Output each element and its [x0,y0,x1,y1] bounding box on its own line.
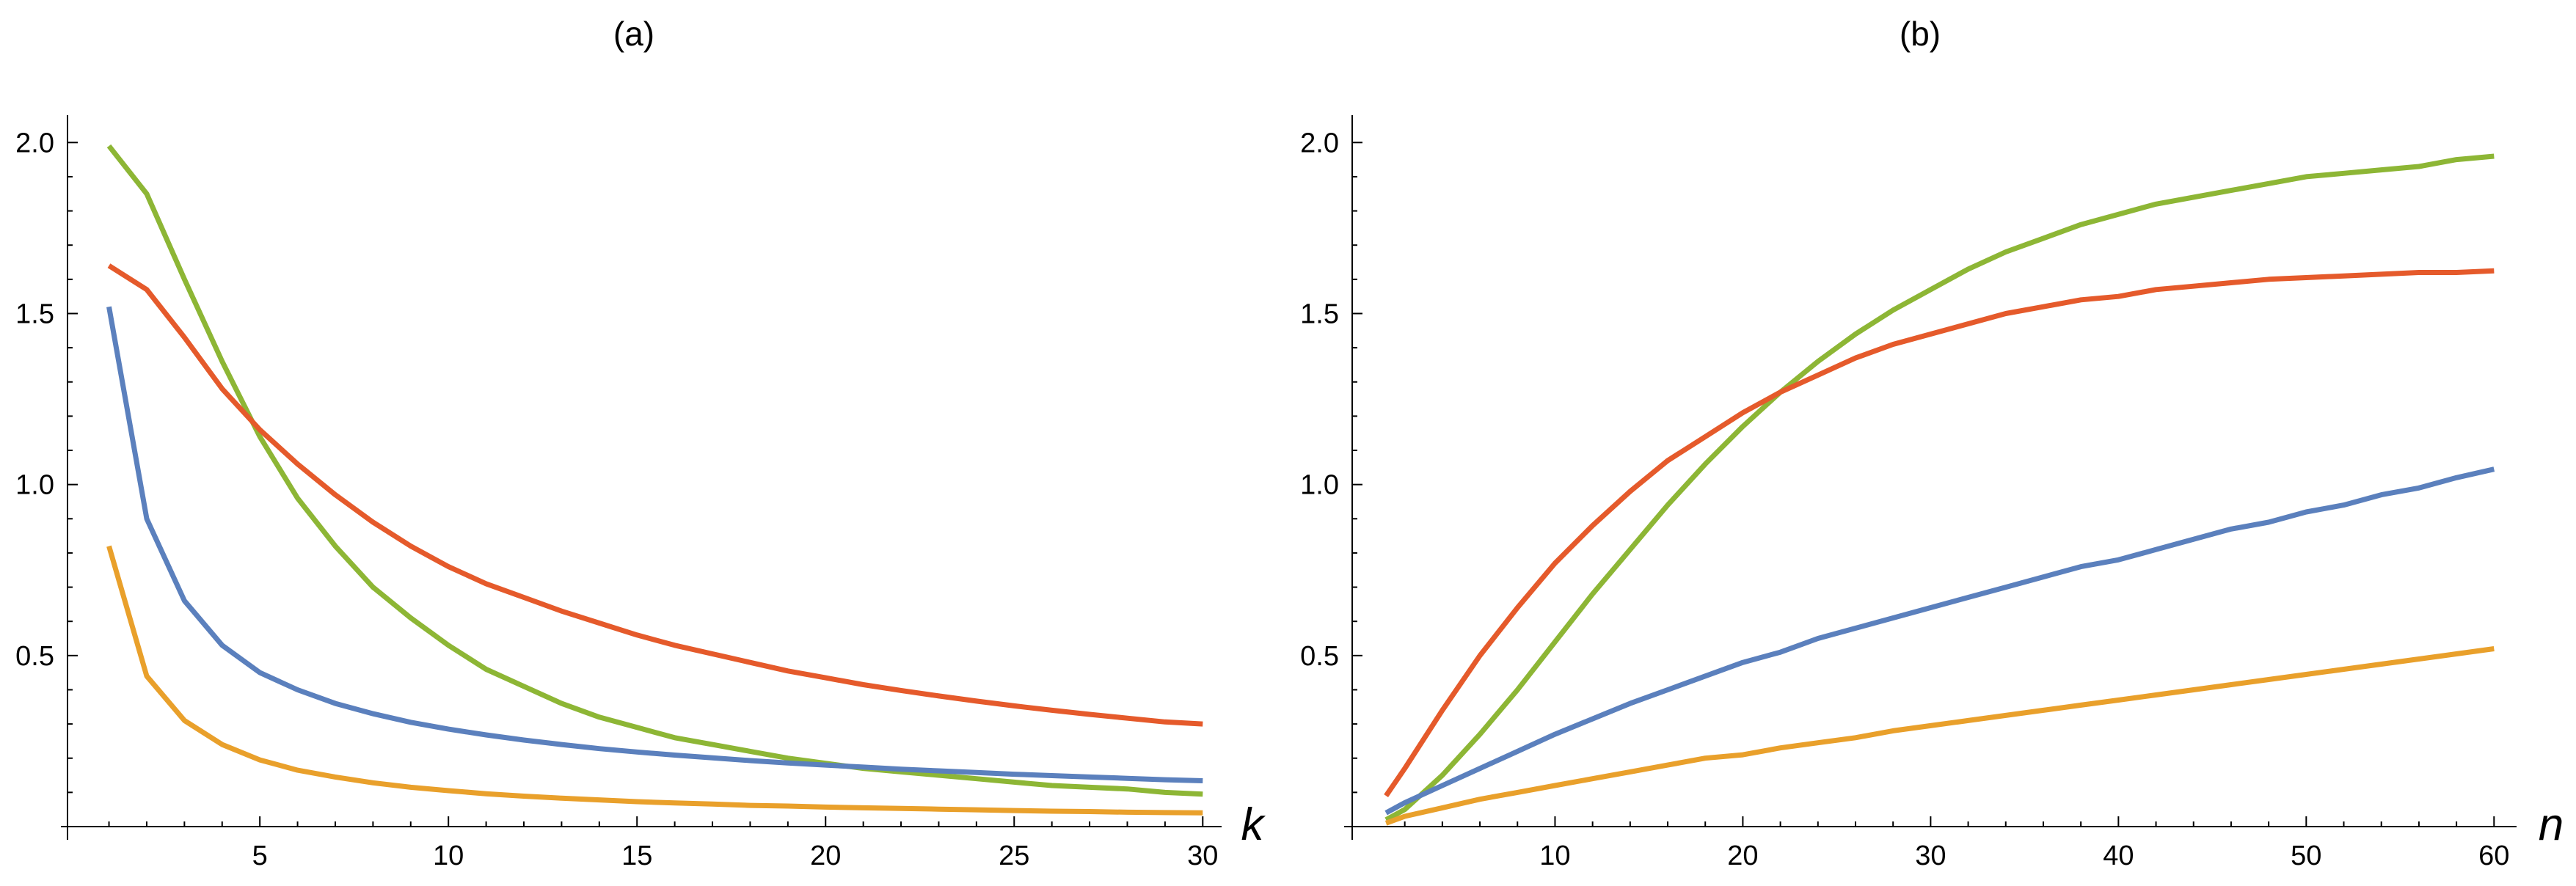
panel-a-x-tick-label: 30 [1187,841,1218,871]
panel-b-title: (b) [1900,15,1941,53]
panel-a-title: (a) [613,15,654,53]
panel-b-y-tick-label: 1.5 [1300,299,1339,329]
chart-panel-a: (a) 5 10 15 20 25 30 0.5 1.0 1.5 2.0 k [15,15,1266,871]
panel-b-x-axis-label: n [2539,799,2564,850]
panel-a-series-blue [106,306,1203,783]
panel-b-series-red [1384,268,2495,797]
panel-b-y-tick-label: 1.0 [1300,470,1339,501]
panel-a-x-tick-label: 10 [433,841,464,871]
panel-b-x-tick-label: 30 [1915,841,1946,871]
chart-panel-b: (b) 10 20 30 40 50 60 0.5 1.0 1.5 2.0 n [1300,15,2564,871]
panel-b-x-tick-label: 60 [2478,841,2509,871]
panel-a-x-tick-label: 15 [621,841,652,871]
panel-b-series-blue [1384,466,2495,816]
panel-b-x-tick-label: 20 [1727,841,1758,871]
panel-b-series-orange [1384,646,2495,826]
panel-a-x-tick-label: 5 [252,841,268,871]
panel-a-y-tick-label: 1.0 [15,470,54,501]
panel-a-x-tick-label: 25 [999,841,1029,871]
panel-a-y-tick-label: 0.5 [15,641,54,672]
panel-b-y-tick-label: 0.5 [1300,641,1339,672]
panel-b-series-green [1384,153,2495,822]
panel-b-x-tick-label: 50 [2291,841,2321,871]
panel-b-x-tick-label: 10 [1539,841,1570,871]
panel-a-x-axis-label: k [1241,799,1266,850]
panel-a-series-red [107,263,1203,727]
panel-a-x-tick-label: 20 [810,841,841,871]
panel-a-series-green [106,144,1203,797]
panel-a-series-orange [106,545,1203,816]
panel-a-y-tick-label: 1.5 [15,299,54,329]
panel-b-x-tick-label: 40 [2103,841,2134,871]
panel-a-y-tick-label: 2.0 [15,128,54,158]
panel-b-y-tick-label: 2.0 [1300,128,1339,158]
